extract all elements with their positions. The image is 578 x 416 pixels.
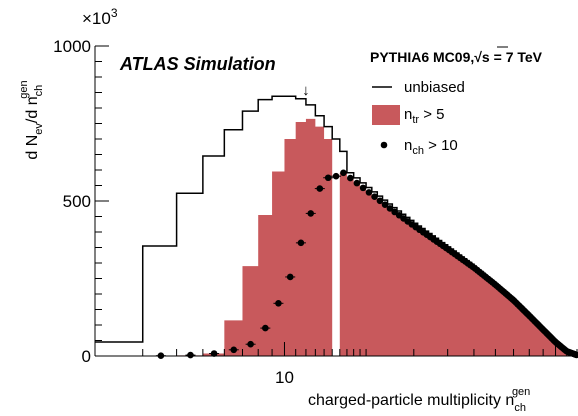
peak-arrow: ↓ bbox=[302, 82, 310, 99]
legend-label-main: n bbox=[404, 137, 412, 154]
y-axis-title-main: d N bbox=[24, 135, 41, 160]
y-axis-title: d Nev/d nchgen bbox=[18, 80, 45, 159]
data-point-nch bbox=[386, 205, 394, 212]
generator-label: PYTHIA6 MC09,√s = 7 TeV bbox=[370, 49, 543, 65]
y-axis-title-group: d Nev/d nchgen bbox=[18, 80, 45, 159]
data-point-nch bbox=[340, 169, 347, 177]
y-tick-label: 1000 bbox=[53, 37, 91, 56]
x-axis-title-main: charged-particle multiplicity n bbox=[308, 392, 514, 409]
legend-label: nch > 10 bbox=[404, 137, 458, 157]
x-axis-title-sup: gen bbox=[512, 386, 530, 398]
legend-label-suffix: > 10 bbox=[424, 137, 458, 154]
legend-label-main: unbiased bbox=[404, 79, 465, 96]
data-point-nch bbox=[353, 179, 361, 187]
y-axis-title-sup2: gen bbox=[18, 80, 30, 98]
data-point-nch bbox=[275, 300, 282, 307]
data-point-nch bbox=[391, 208, 398, 216]
x-axis-title-sub: ch bbox=[514, 402, 526, 414]
generator-energy: = 7 TeV bbox=[490, 49, 543, 65]
legend-marker-dot bbox=[380, 141, 388, 149]
legend-label-sub: ch bbox=[412, 145, 424, 157]
legend-label-main: n bbox=[404, 106, 412, 123]
generator-sqrt: √s bbox=[474, 49, 490, 65]
filled-histogram-ntr bbox=[95, 118, 577, 356]
y-axis-title-sub2: ch bbox=[33, 85, 45, 97]
data-point-nch bbox=[286, 273, 294, 281]
data-point-nch bbox=[365, 189, 373, 196]
data-point-nch bbox=[371, 193, 378, 200]
axes-layer: 0 500 1000 10 bbox=[53, 37, 578, 387]
y-multiplier-exp: 3 bbox=[111, 6, 118, 20]
data-point-nch bbox=[359, 184, 367, 192]
legend-label: ntr > 5 bbox=[404, 106, 445, 126]
legend-label-sub: tr bbox=[412, 114, 419, 126]
y-tick-label: 500 bbox=[63, 192, 91, 211]
y-multiplier-base: ×10 bbox=[82, 9, 111, 28]
generator-prefix: PYTHIA6 MC09, bbox=[370, 49, 474, 65]
data-point-nch bbox=[324, 174, 332, 182]
legend-label-suffix: > 5 bbox=[419, 106, 444, 123]
y-axis-title-sub1: ev bbox=[33, 123, 45, 135]
legend-label: unbiased bbox=[404, 79, 465, 96]
data-point-nch bbox=[316, 185, 324, 192]
data-point-nch bbox=[210, 350, 218, 357]
data-point-nch bbox=[376, 197, 384, 205]
y-axis-title-mid: /d n bbox=[24, 96, 41, 123]
data-point-nch bbox=[230, 346, 238, 354]
data-point-nch bbox=[307, 210, 315, 217]
data-point-nch bbox=[262, 324, 269, 332]
data-point-nch bbox=[297, 239, 305, 247]
y-multiplier: ×103 bbox=[82, 6, 118, 28]
legend-marker-box bbox=[372, 105, 400, 125]
filled-histogram-layer bbox=[95, 118, 577, 356]
data-point-nch bbox=[247, 340, 254, 348]
data-point-nch bbox=[381, 201, 389, 209]
data-point-nch bbox=[332, 172, 340, 180]
x-tick-label: 10 bbox=[275, 368, 294, 387]
y-tick-label: 0 bbox=[82, 347, 91, 366]
x-axis-title: charged-particle multiplicity nch gen bbox=[308, 386, 530, 414]
data-point-nch bbox=[187, 351, 194, 359]
points-layer bbox=[155, 169, 578, 359]
data-point-nch bbox=[347, 174, 354, 182]
experiment-label: ATLAS Simulation bbox=[119, 54, 276, 74]
